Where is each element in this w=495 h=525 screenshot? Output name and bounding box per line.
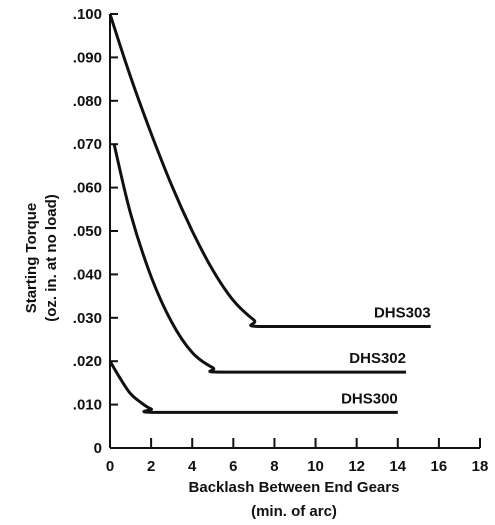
axes (109, 14, 480, 449)
x-tick-label: 18 (472, 458, 489, 475)
y-axis-title-line1: Starting Torque (23, 203, 40, 314)
y-tick-label: .090 (73, 49, 102, 66)
x-tick-label: 8 (270, 458, 278, 475)
series-line-dhs302 (112, 143, 406, 374)
y-tick-label: .070 (73, 136, 102, 153)
y-axis-title: Starting Torque (oz. in. at no load) (23, 194, 60, 322)
x-axis-title-line1: Backlash Between End Gears (189, 479, 400, 496)
x-tick-label: 0 (106, 458, 114, 475)
x-tick-label: 16 (431, 458, 448, 475)
y-tick-label: .100 (73, 6, 102, 23)
x-axis-title: Backlash Between End Gears (min. of arc) (189, 479, 400, 520)
series-line-dhs300 (108, 360, 398, 414)
x-axis-title-line2: (min. of arc) (251, 503, 337, 520)
x-tick-label: 14 (389, 458, 406, 475)
series-label-dhs303: DHS303 (374, 304, 431, 321)
y-tick-label: .050 (73, 223, 102, 240)
x-tick-label: 12 (348, 458, 365, 475)
x-tick-label: 4 (188, 458, 197, 475)
y-ticks: 0 .010 .020 .030 .040 .050 .060 .070 .080 .090 .10… (73, 6, 118, 457)
y-tick-label: .060 (73, 180, 102, 197)
y-tick-label: .030 (73, 310, 102, 327)
series-curves (108, 13, 431, 414)
x-tick-label: 10 (307, 458, 324, 475)
x-ticks: 0 2 4 6 8 10 12 14 16 18 (106, 438, 489, 475)
y-tick-label: .010 (73, 397, 102, 414)
x-tick-label: 2 (147, 458, 155, 475)
series-labels: DHS303 DHS302 DHS300 (341, 304, 431, 407)
y-tick-label: .080 (73, 93, 102, 110)
y-tick-label: .040 (73, 266, 102, 283)
series-line-dhs303 (108, 13, 431, 328)
x-tick-label: 6 (229, 458, 237, 475)
series-label-dhs302: DHS302 (349, 350, 406, 367)
y-tick-label: .020 (73, 353, 102, 370)
series-label-dhs300: DHS300 (341, 390, 398, 407)
y-axis-title-line2: (oz. in. at no load) (43, 194, 60, 322)
y-tick-label: 0 (94, 440, 102, 457)
